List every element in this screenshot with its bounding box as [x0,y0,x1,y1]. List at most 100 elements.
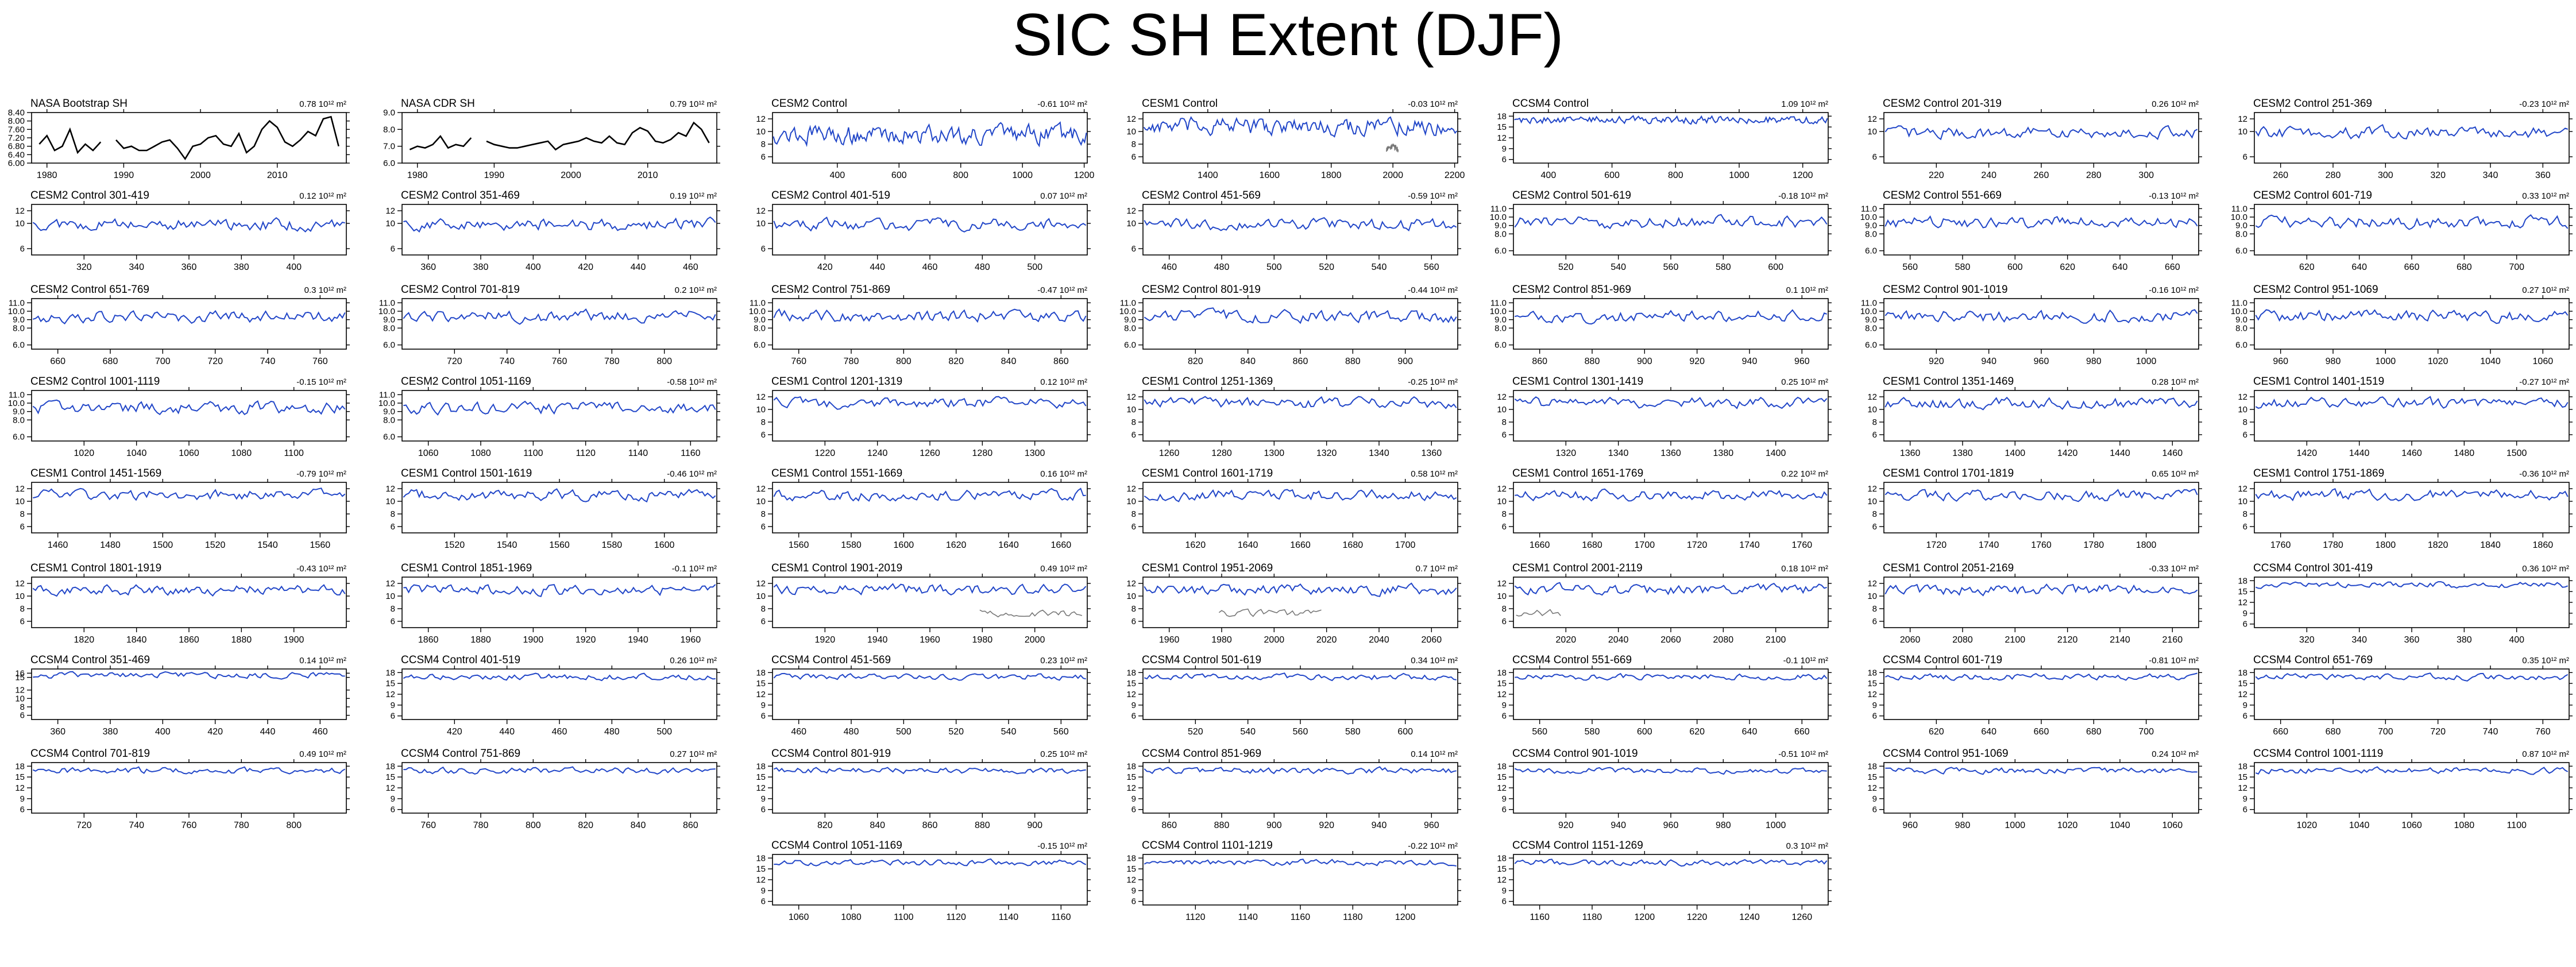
trend-label: -0.15 10¹² m² [296,377,346,387]
x-tick-label: 1940 [628,635,648,645]
y-tick-label: 11.0 [750,298,766,308]
y-tick-label: 8 [1131,140,1136,149]
y-tick-label: 10 [385,497,395,506]
y-tick-label: 10.0 [1860,212,1877,222]
x-tick-label: 1500 [2507,448,2527,458]
x-tick-label: 1800 [1321,171,1342,180]
y-tick-label: 18 [1867,761,1877,771]
x-tick-label: 2120 [2057,635,2078,645]
y-tick-label: 8 [1872,417,1877,427]
plot-frame [1883,112,2199,164]
panel-title: NASA Bootstrap SH [30,98,128,110]
trend-label: 0.3 10¹² m² [1786,841,1828,851]
y-tick-label: 8 [1502,604,1507,614]
data-line [1515,309,1828,325]
data-line [2255,672,2569,682]
x-tick-label: 820 [817,821,833,830]
x-tick-label: 1140 [1238,912,1258,922]
y-tick-label: 11.0 [2231,204,2247,214]
x-tick-label: 740 [2483,727,2498,737]
y-tick-label: 12 [2238,484,2247,494]
x-tick-label: 840 [1240,357,1256,366]
trend-label: -0.03 10¹² m² [1408,99,1458,109]
x-tick-label: 2160 [2162,635,2183,645]
x-tick-label: 1860 [418,635,439,645]
x-tick-label: 500 [1027,262,1042,272]
trend-label: -0.79 10¹² m² [296,469,346,479]
y-tick-label: 10 [15,219,25,229]
y-tick-label: 18 [2238,761,2247,771]
trend-label: 0.23 10¹² m² [1040,656,1087,666]
trend-label: 0.19 10¹² m² [670,191,717,201]
x-tick-label: 920 [1929,357,1944,366]
x-tick-label: 920 [1319,821,1334,830]
y-tick-label: 8.0 [754,323,766,333]
data-line [1514,396,1828,409]
x-tick-label: 640 [2112,262,2128,272]
chart-panel: CESM1 Control 1801-1919 -0.43 10¹² m² 1820… [15,562,350,645]
y-tick-label: 12 [1497,133,1507,143]
y-tick-label: 6 [1131,430,1136,440]
x-tick-label: 1640 [998,540,1019,550]
x-tick-label: 440 [631,262,646,272]
trend-label: -0.46 10¹² m² [667,469,717,479]
trend-label: -0.58 10¹² m² [667,377,717,387]
y-tick-label: 10.0 [1490,307,1507,316]
x-tick-label: 1060 [179,448,199,458]
x-tick-label: 1340 [1608,448,1629,458]
x-tick-label: 600 [891,171,907,180]
trend-label: 0.87 10¹² m² [2522,749,2569,759]
y-tick-label: 12 [1126,392,1136,402]
plot-frame [1513,668,1829,720]
x-tick-label: 800 [953,171,968,180]
y-tick-label: 18 [385,668,395,678]
x-tick-label: 860 [1161,821,1177,830]
x-tick-label: 1760 [2031,540,2052,550]
x-tick-label: 300 [2378,171,2393,180]
x-tick-label: 1000 [2005,821,2026,830]
plot-frame [2254,204,2570,256]
x-tick-label: 780 [604,357,620,366]
data-line [1515,672,1828,681]
y-tick-label: 12 [1126,579,1136,589]
x-tick-label: 680 [2086,727,2102,737]
y-tick-label: 15 [1126,679,1136,688]
data-line [2255,123,2569,140]
y-tick-label: 6 [1872,805,1877,815]
y-tick-label: 15 [756,679,766,688]
chart-panel: CCSM4 Control 601-719 -0.81 10¹² m² 620 640… [1867,654,2202,737]
trend-label: 0.28 10¹² m² [2152,377,2199,387]
x-tick-label: 1080 [470,448,491,458]
y-tick-label: 8 [2243,509,2247,519]
x-tick-label: 1660 [1051,540,1072,550]
x-tick-label: 560 [1902,262,1918,272]
y-tick-label: 12 [1867,484,1877,494]
x-tick-label: 660 [1794,727,1810,737]
x-tick-label: 1200 [1793,171,1813,180]
panel-title: CCSM4 Control 1001-1119 [2253,748,2383,760]
x-tick-label: 460 [683,262,698,272]
data-line [2255,581,2569,589]
panel-title: CCSM4 Control 401-519 [401,654,520,666]
y-tick-label: 15 [2238,587,2247,597]
chart-panel: CESM1 Control 1601-1719 0.58 10¹² m² 1620 1… [1126,467,1461,550]
x-tick-label: 720 [447,357,462,366]
x-tick-label: 640 [1742,727,1758,737]
x-tick-label: 1560 [310,540,331,550]
y-tick-label: 9 [2243,794,2247,804]
y-tick-label: 12 [15,484,25,494]
x-tick-label: 1960 [681,635,701,645]
trend-label: -0.1 10¹² m² [1783,656,1828,666]
x-tick-label: 560 [1424,262,1439,272]
x-tick-label: 400 [829,171,845,180]
x-tick-label: 1940 [867,635,888,645]
x-tick-label: 1140 [628,448,648,458]
x-tick-label: 480 [604,727,620,737]
x-tick-label: 1200 [1395,912,1416,922]
x-tick-label: 1700 [1635,540,1655,550]
x-tick-label: 1360 [1660,448,1681,458]
x-tick-label: 840 [631,821,646,830]
x-tick-label: 960 [1424,821,1439,830]
x-tick-label: 1260 [1159,448,1180,458]
y-tick-label: 6 [1131,152,1136,162]
